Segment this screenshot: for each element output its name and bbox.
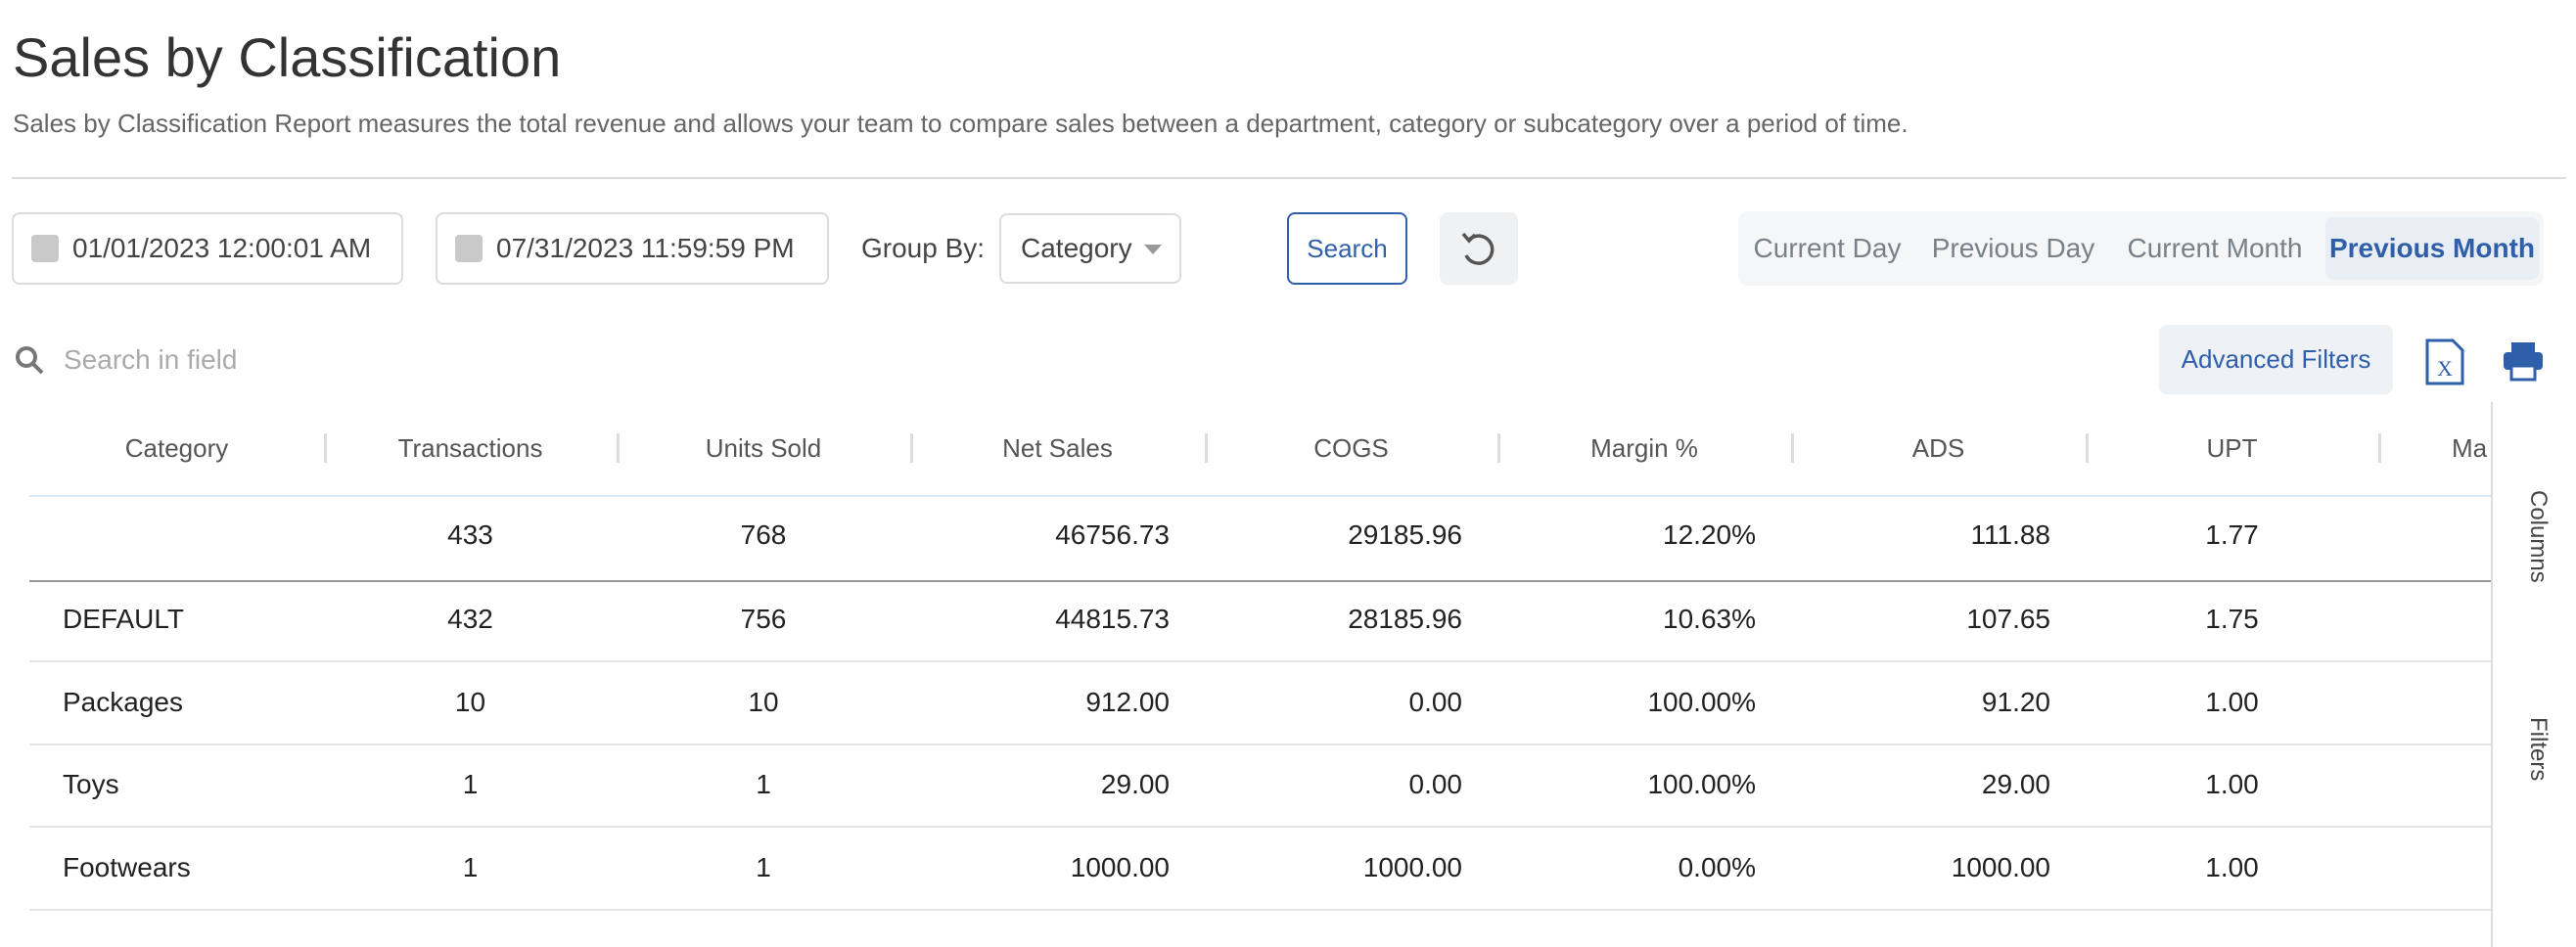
totals-cell: 1.77 [2205,519,2259,550]
table-cell: Footwears [63,852,191,883]
search-icon [16,346,44,375]
table-cell: 1 [756,852,771,883]
group-by-label: Group By: [861,233,986,263]
column-header[interactable]: COGS [1313,433,1389,463]
totals-cell: 46756.73 [1055,519,1170,550]
table-cell: 100.00% [1647,769,1756,800]
table-cell: 100.00% [1647,686,1756,717]
table-cell: 10.63% [1663,604,1756,634]
reset-icon [1461,232,1495,265]
table-cell: DEFAULT [63,604,184,634]
group-by-select[interactable]: Category [999,213,1181,284]
row-border [29,743,2491,745]
search-button[interactable]: Search [1287,212,1407,285]
totals-cell: 111.88 [1970,519,2050,550]
page-description: Sales by Classification Report measures … [13,109,1909,138]
table-cell: 1.00 [2205,852,2259,883]
start-date-input[interactable]: 01/01/2023 12:00:01 AM [12,212,403,285]
end-date: 07/31/2023 11:59:59 PM [496,233,795,263]
quick-range-option[interactable]: Current Month [2127,233,2303,263]
table-cell: 1000.00 [1362,852,1462,883]
table-cell: 1.00 [2205,769,2259,800]
table-cell: 1000.00 [1070,852,1170,883]
table-cell: 1000.00 [1951,852,2050,883]
page-title: Sales by Classification [13,26,562,88]
column-separator [324,433,327,463]
table-cell: 10 [748,686,779,717]
table-cell: 1.00 [2205,686,2259,717]
column-separator [617,433,620,463]
search-button-label: Search [1307,233,1388,263]
calendar-icon [31,235,59,262]
table-cell: 91.20 [1981,686,2050,717]
table-cell: 29.00 [1100,769,1170,800]
column-separator [1205,433,1208,463]
divider [12,177,2566,179]
side-panel: Columns Filters [2491,402,2576,947]
column-header[interactable]: UPT [2206,433,2258,463]
table-cell: 0.00 [1408,769,1463,800]
header-border [29,495,2491,497]
table-cell: 432 [447,604,493,634]
column-header[interactable]: Margin % [1590,433,1698,463]
column-header[interactable]: ADS [1911,433,1965,463]
search-input[interactable]: Search in field [64,344,238,375]
table-cell: Packages [63,686,183,717]
excel-export-icon[interactable]: X [2423,338,2466,385]
table-cell: 0.00 [1408,686,1463,717]
table-cell: 28185.96 [1348,604,1462,634]
table-cell: 912.00 [1085,686,1170,717]
column-header[interactable]: Transactions [397,433,543,463]
totals-cell: 433 [447,519,493,550]
side-tab-filters[interactable]: Filters [2525,717,2552,782]
print-icon[interactable] [2502,340,2545,382]
group-by-value: Category [1021,233,1132,263]
row-border [29,826,2491,829]
table-cell: 1 [462,769,479,800]
table-cell: 756 [740,604,787,634]
table-cell: 1 [462,852,479,883]
row-border [29,909,2491,912]
table-cell: 107.65 [1966,604,2050,634]
column-separator [2086,433,2089,463]
totals-cell: 12.20% [1663,519,1756,550]
totals-cell: 29185.96 [1348,519,1462,550]
end-date-input[interactable]: 07/31/2023 11:59:59 PM [436,212,829,285]
table-cell: 1.75 [2205,604,2259,634]
column-separator [910,433,913,463]
table-cell: 44815.73 [1055,604,1170,634]
table-cell: 29.00 [1981,769,2050,800]
column-header[interactable]: Units Sold [705,433,822,463]
calendar-icon [455,235,483,262]
column-separator [2378,433,2381,463]
quick-range-option[interactable]: Current Day [1753,233,1902,263]
column-separator [1791,433,1794,463]
table-cell: 10 [454,686,486,717]
totals-border [29,580,2491,582]
advanced-filters-button[interactable]: Advanced Filters [2159,325,2393,394]
side-tab-columns[interactable]: Columns [2525,490,2552,583]
row-border [29,660,2491,662]
quick-range-option[interactable]: Previous Month [2325,217,2539,280]
table-cell: 0.00% [1678,852,1756,883]
table-cell: 1 [756,769,771,800]
column-header[interactable]: Ma [2452,433,2488,463]
reset-button[interactable] [1440,212,1518,285]
column-separator [1497,433,1500,463]
totals-cell: 768 [740,519,787,550]
svg-text:X: X [2437,356,2453,381]
column-header[interactable]: Net Sales [1002,433,1113,463]
start-date: 01/01/2023 12:00:01 AM [72,233,372,263]
quick-range-option[interactable]: Previous Day [1931,233,2095,263]
table-cell: Toys [63,769,119,800]
column-header[interactable]: Category [124,433,229,463]
dropdown-arrow [1143,244,1162,263]
